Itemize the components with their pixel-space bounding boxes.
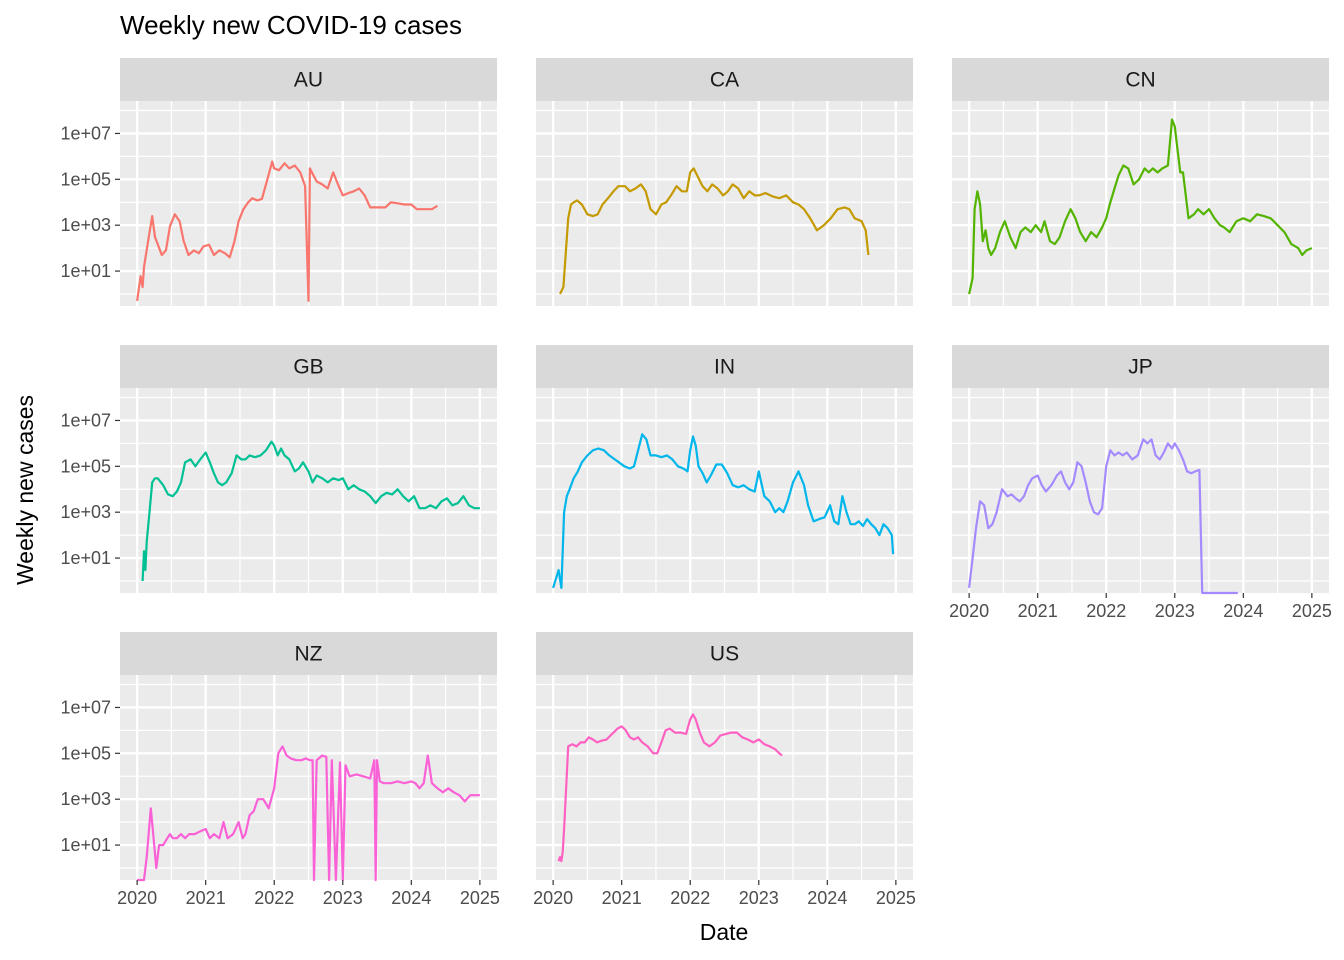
x-tick-label: 2021 <box>186 888 226 908</box>
y-tick-label: 1e+07 <box>60 123 111 143</box>
facet-ca: CA <box>536 58 913 306</box>
facet-cn: CN <box>952 58 1329 306</box>
series-line-au <box>136 160 438 302</box>
facet-label: AU <box>294 69 323 92</box>
facet-label: IN <box>714 356 735 379</box>
x-tick-label: 2024 <box>391 888 431 908</box>
x-axis-title: Date <box>700 919 749 945</box>
facet-us: US 2020 2021 2022 2023 2024 2025 <box>533 632 916 908</box>
x-tick-label: 2021 <box>1018 601 1058 621</box>
series-line-ca <box>559 167 870 295</box>
facet-label: JP <box>1128 356 1153 379</box>
y-tick-label: 1e+03 <box>60 502 111 522</box>
y-tick-label: 1e+03 <box>60 215 111 235</box>
x-tick-label: 2024 <box>807 888 847 908</box>
x-tick-label: 2022 <box>1086 601 1126 621</box>
x-tick-label: 2023 <box>1155 601 1195 621</box>
facet-label: GB <box>293 356 323 379</box>
x-tick-label: 2020 <box>533 888 573 908</box>
facet-nz: NZ 1e+01 1e+03 1e+05 1e+07 2020 2021 2022 2023 20… <box>60 632 500 908</box>
facet-strip <box>120 632 497 675</box>
facet-label: CN <box>1125 69 1155 92</box>
series-line-us <box>557 713 783 863</box>
facet-strip <box>536 58 913 101</box>
y-tick-label: 1e+05 <box>60 743 111 763</box>
facet-strip <box>952 345 1329 388</box>
facet-strip <box>952 58 1329 101</box>
y-tick-label: 1e+07 <box>60 697 111 717</box>
facet-jp: JP 2020 2021 2022 2023 2024 2025 <box>949 345 1332 621</box>
y-tick-label: 1e+03 <box>60 789 111 809</box>
facet-strip <box>536 632 913 675</box>
y-tick-label: 1e+05 <box>60 169 111 189</box>
facet-strip <box>536 345 913 388</box>
series-line-nz <box>137 745 480 882</box>
x-tick-label: 2021 <box>602 888 642 908</box>
facet-label: US <box>710 643 739 666</box>
x-tick-label: 2025 <box>1292 601 1332 621</box>
x-tick-label: 2024 <box>1223 601 1263 621</box>
y-tick-label: 1e+01 <box>60 261 111 281</box>
facet-label: NZ <box>295 643 323 666</box>
series-line-gb <box>141 440 480 582</box>
series-line-in <box>552 433 895 590</box>
x-tick-label: 2020 <box>949 601 989 621</box>
facet-strip <box>120 58 497 101</box>
x-tick-label: 2025 <box>876 888 916 908</box>
series-line-cn <box>968 118 1313 295</box>
chart-title: Weekly new COVID-19 cases <box>120 10 462 40</box>
facet-in: IN <box>536 345 913 593</box>
facet-strip <box>120 345 497 388</box>
x-tick-label: 2022 <box>254 888 294 908</box>
series-line-jp <box>968 438 1238 595</box>
x-tick-label: 2023 <box>323 888 363 908</box>
y-tick-label: 1e+05 <box>60 456 111 476</box>
y-tick-label: 1e+07 <box>60 410 111 430</box>
y-tick-label: 1e+01 <box>60 835 111 855</box>
x-tick-label: 2020 <box>117 888 157 908</box>
facet-label: CA <box>710 69 739 92</box>
x-tick-label: 2022 <box>670 888 710 908</box>
x-tick-label: 2025 <box>460 888 500 908</box>
x-tick-label: 2023 <box>739 888 779 908</box>
facet-au: AU 1e+01 1e+03 1e+05 1e+07 <box>60 58 497 306</box>
y-tick-label: 1e+01 <box>60 548 111 568</box>
y-axis-title: Weekly new cases <box>12 395 38 585</box>
facet-gb: GB 1e+01 1e+03 1e+05 1e+07 <box>60 345 497 593</box>
